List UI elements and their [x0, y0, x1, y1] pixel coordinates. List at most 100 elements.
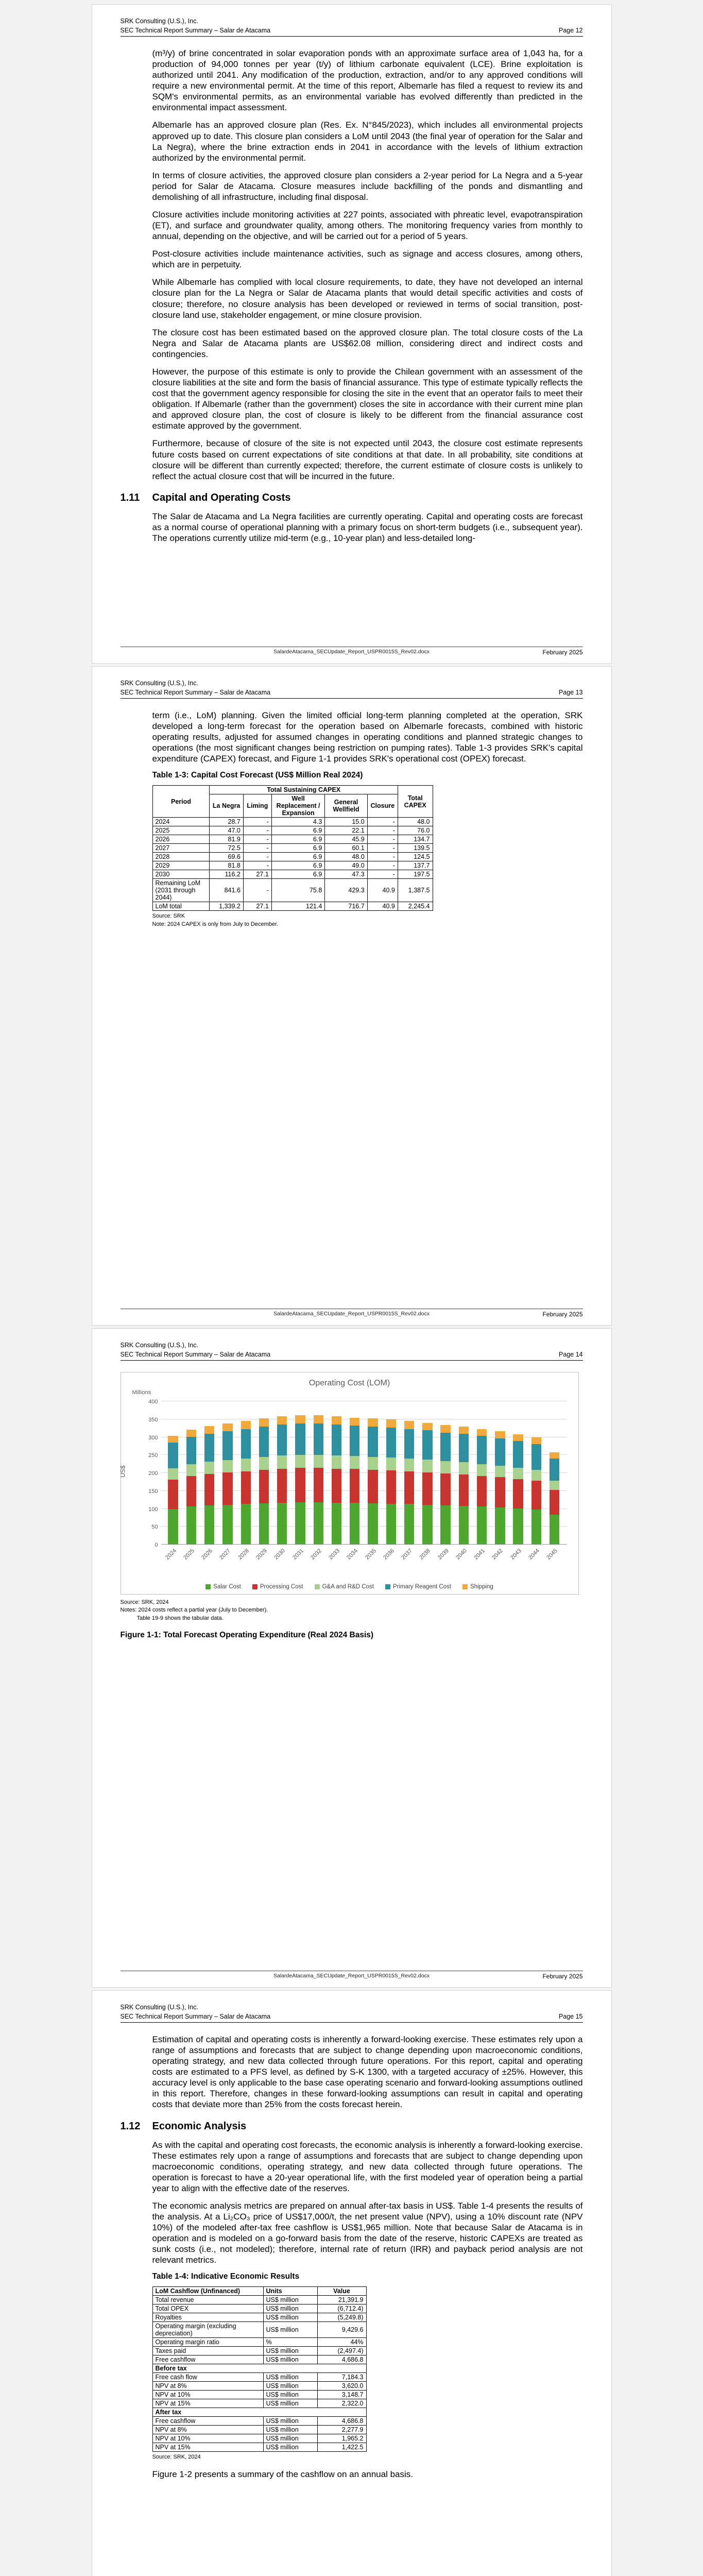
capex-value-cell: 6.9	[271, 843, 325, 853]
bar-2033	[328, 1401, 346, 1545]
x-axis-label: 2042	[491, 1546, 509, 1572]
capex-header-group: Total Sustaining CAPEX	[209, 785, 398, 795]
bar-2038	[418, 1401, 436, 1545]
paragraph: Post-closure activities include maintena…	[152, 249, 583, 270]
page-header: SRK Consulting (U.S.), Inc. SEC Technica…	[120, 17, 583, 37]
capex-value-cell: -	[367, 843, 398, 853]
bar-segment	[204, 1426, 215, 1434]
operating-cost-chart: Operating Cost (LOM) Millions US$ 0 50 100…	[119, 1372, 579, 1595]
bar-segment	[259, 1503, 269, 1545]
capex-value-cell: -	[243, 817, 272, 827]
x-axis-label: 2031	[291, 1546, 309, 1572]
econ-value-cell: 44%	[317, 2337, 367, 2347]
econ-label-cell: Royalties	[152, 2313, 264, 2323]
capex-value-cell: 137.7	[397, 861, 433, 871]
chart-legend: Salar Cost Processing Cost G&A and R&D Cos…	[121, 1584, 578, 1590]
page-14: SRK Consulting (U.S.), Inc. SEC Technica…	[91, 1328, 612, 1988]
capex-value-cell: 841.6	[209, 878, 244, 903]
bar-segment	[350, 1456, 360, 1469]
econ-label-cell: Free cashflow	[152, 2355, 264, 2365]
bar-segment	[458, 1426, 469, 1434]
x-axis-label-text: 2036	[382, 1548, 396, 1561]
section-number: 1.11	[120, 492, 140, 503]
header-company: SRK Consulting (U.S.), Inc.	[120, 18, 198, 25]
y-axis-tick-label: 300	[148, 1434, 158, 1441]
bar-segment	[241, 1504, 251, 1545]
bar-segment	[313, 1454, 323, 1468]
bar-segment	[295, 1454, 305, 1468]
paragraph: The economic analysis metrics are prepar…	[152, 2200, 583, 2265]
gridline	[161, 1490, 567, 1491]
bar-2041	[473, 1401, 491, 1545]
bar-segment	[476, 1429, 487, 1436]
bar-segment	[495, 1466, 505, 1478]
page-header: SRK Consulting (U.S.), Inc. SEC Technica…	[120, 679, 583, 699]
bar-segment	[186, 1506, 197, 1545]
capex-value-cell: 40.9	[367, 902, 398, 911]
bar-segment	[422, 1430, 433, 1460]
bar-segment	[386, 1458, 397, 1471]
econ-units-cell: US$ million	[263, 2346, 318, 2356]
bar-segment	[277, 1416, 287, 1425]
bar-segment	[531, 1469, 542, 1481]
header-company: SRK Consulting (U.S.), Inc.	[120, 2004, 198, 2011]
econ-label-cell: Operating margin ratio	[152, 2337, 264, 2347]
capex-value-cell: 1,387.5	[397, 878, 433, 903]
gridline	[161, 1526, 567, 1527]
capex-value-cell: 139.5	[397, 843, 433, 853]
footer-filename: SalardeAtacama_SECUpdate_Report_USPR0015…	[273, 649, 430, 655]
x-axis-label: 2030	[273, 1546, 291, 1572]
econ-header-label: LoM Cashflow (Unfinanced)	[152, 2286, 264, 2296]
x-axis-label: 2027	[218, 1546, 236, 1572]
header-doc-title: SEC Technical Report Summary – Salar de …	[120, 1350, 271, 1358]
chart-gridlines	[161, 1401, 567, 1545]
bar-segment	[368, 1456, 378, 1470]
bar-2029	[255, 1401, 273, 1545]
x-axis-label: 2039	[436, 1546, 454, 1572]
bar-stack	[350, 1418, 360, 1545]
bar-segment	[458, 1505, 469, 1545]
bar-segment	[259, 1418, 269, 1427]
table-caption-1-4: Table 1-4: Indicative Economic Results	[152, 2272, 300, 2281]
paragraph: term (i.e., LoM) planning. Given the lim…	[152, 710, 583, 764]
bar-segment	[440, 1473, 451, 1505]
bar-segment	[186, 1476, 197, 1507]
bar-segment	[204, 1474, 215, 1506]
capex-value-cell: 2,245.4	[397, 902, 433, 911]
paragraph: While Albemarle has complied with local …	[152, 277, 583, 320]
header-company: SRK Consulting (U.S.), Inc.	[120, 680, 198, 687]
bar-segment	[277, 1502, 287, 1545]
legend-swatch	[462, 1584, 468, 1589]
x-axis-label-text: 2031	[291, 1548, 305, 1561]
x-axis-label-text: 2033	[328, 1548, 341, 1561]
bar-segment	[440, 1461, 451, 1473]
table-caption-1-3: Table 1-3: Capital Cost Forecast (US$ Mi…	[152, 771, 363, 780]
capex-value-cell: 6.9	[271, 826, 325, 836]
y-axis-tick-label: 150	[148, 1488, 158, 1495]
page-header: SRK Consulting (U.S.), Inc. SEC Technica…	[120, 1341, 583, 1361]
header-doc-title: SEC Technical Report Summary – Salar de …	[120, 688, 271, 696]
y-axis-tick-label: 50	[151, 1524, 158, 1531]
bar-stack	[331, 1416, 342, 1545]
capex-value-cell: 716.7	[324, 902, 368, 911]
y-axis-tick-label: 250	[148, 1452, 158, 1459]
econ-label-cell: NPV at 10%	[152, 2390, 264, 2400]
legend-swatch	[385, 1584, 390, 1589]
bar-segment	[476, 1506, 487, 1545]
x-axis-label-text: 2043	[509, 1548, 523, 1561]
bar-segment	[476, 1476, 487, 1507]
bar-segment	[222, 1460, 233, 1473]
bar-segment	[422, 1460, 433, 1472]
bar-segment	[422, 1422, 433, 1431]
capex-value-cell: 75.8	[271, 878, 325, 903]
econ-units-cell: US$ million	[263, 2381, 318, 2391]
capex-value-cell: 40.9	[367, 878, 398, 903]
econ-table-row: Total OPEX US$ million (6,712.4)	[152, 2304, 367, 2314]
bar-segment	[331, 1416, 342, 1425]
capex-value-cell: 72.5	[209, 843, 244, 853]
legend-label: G&A and R&D Cost	[322, 1584, 374, 1590]
bar-segment	[531, 1509, 542, 1545]
x-axis-label: 2028	[237, 1546, 255, 1572]
bar-segment	[386, 1503, 397, 1545]
bar-segment	[531, 1481, 542, 1510]
